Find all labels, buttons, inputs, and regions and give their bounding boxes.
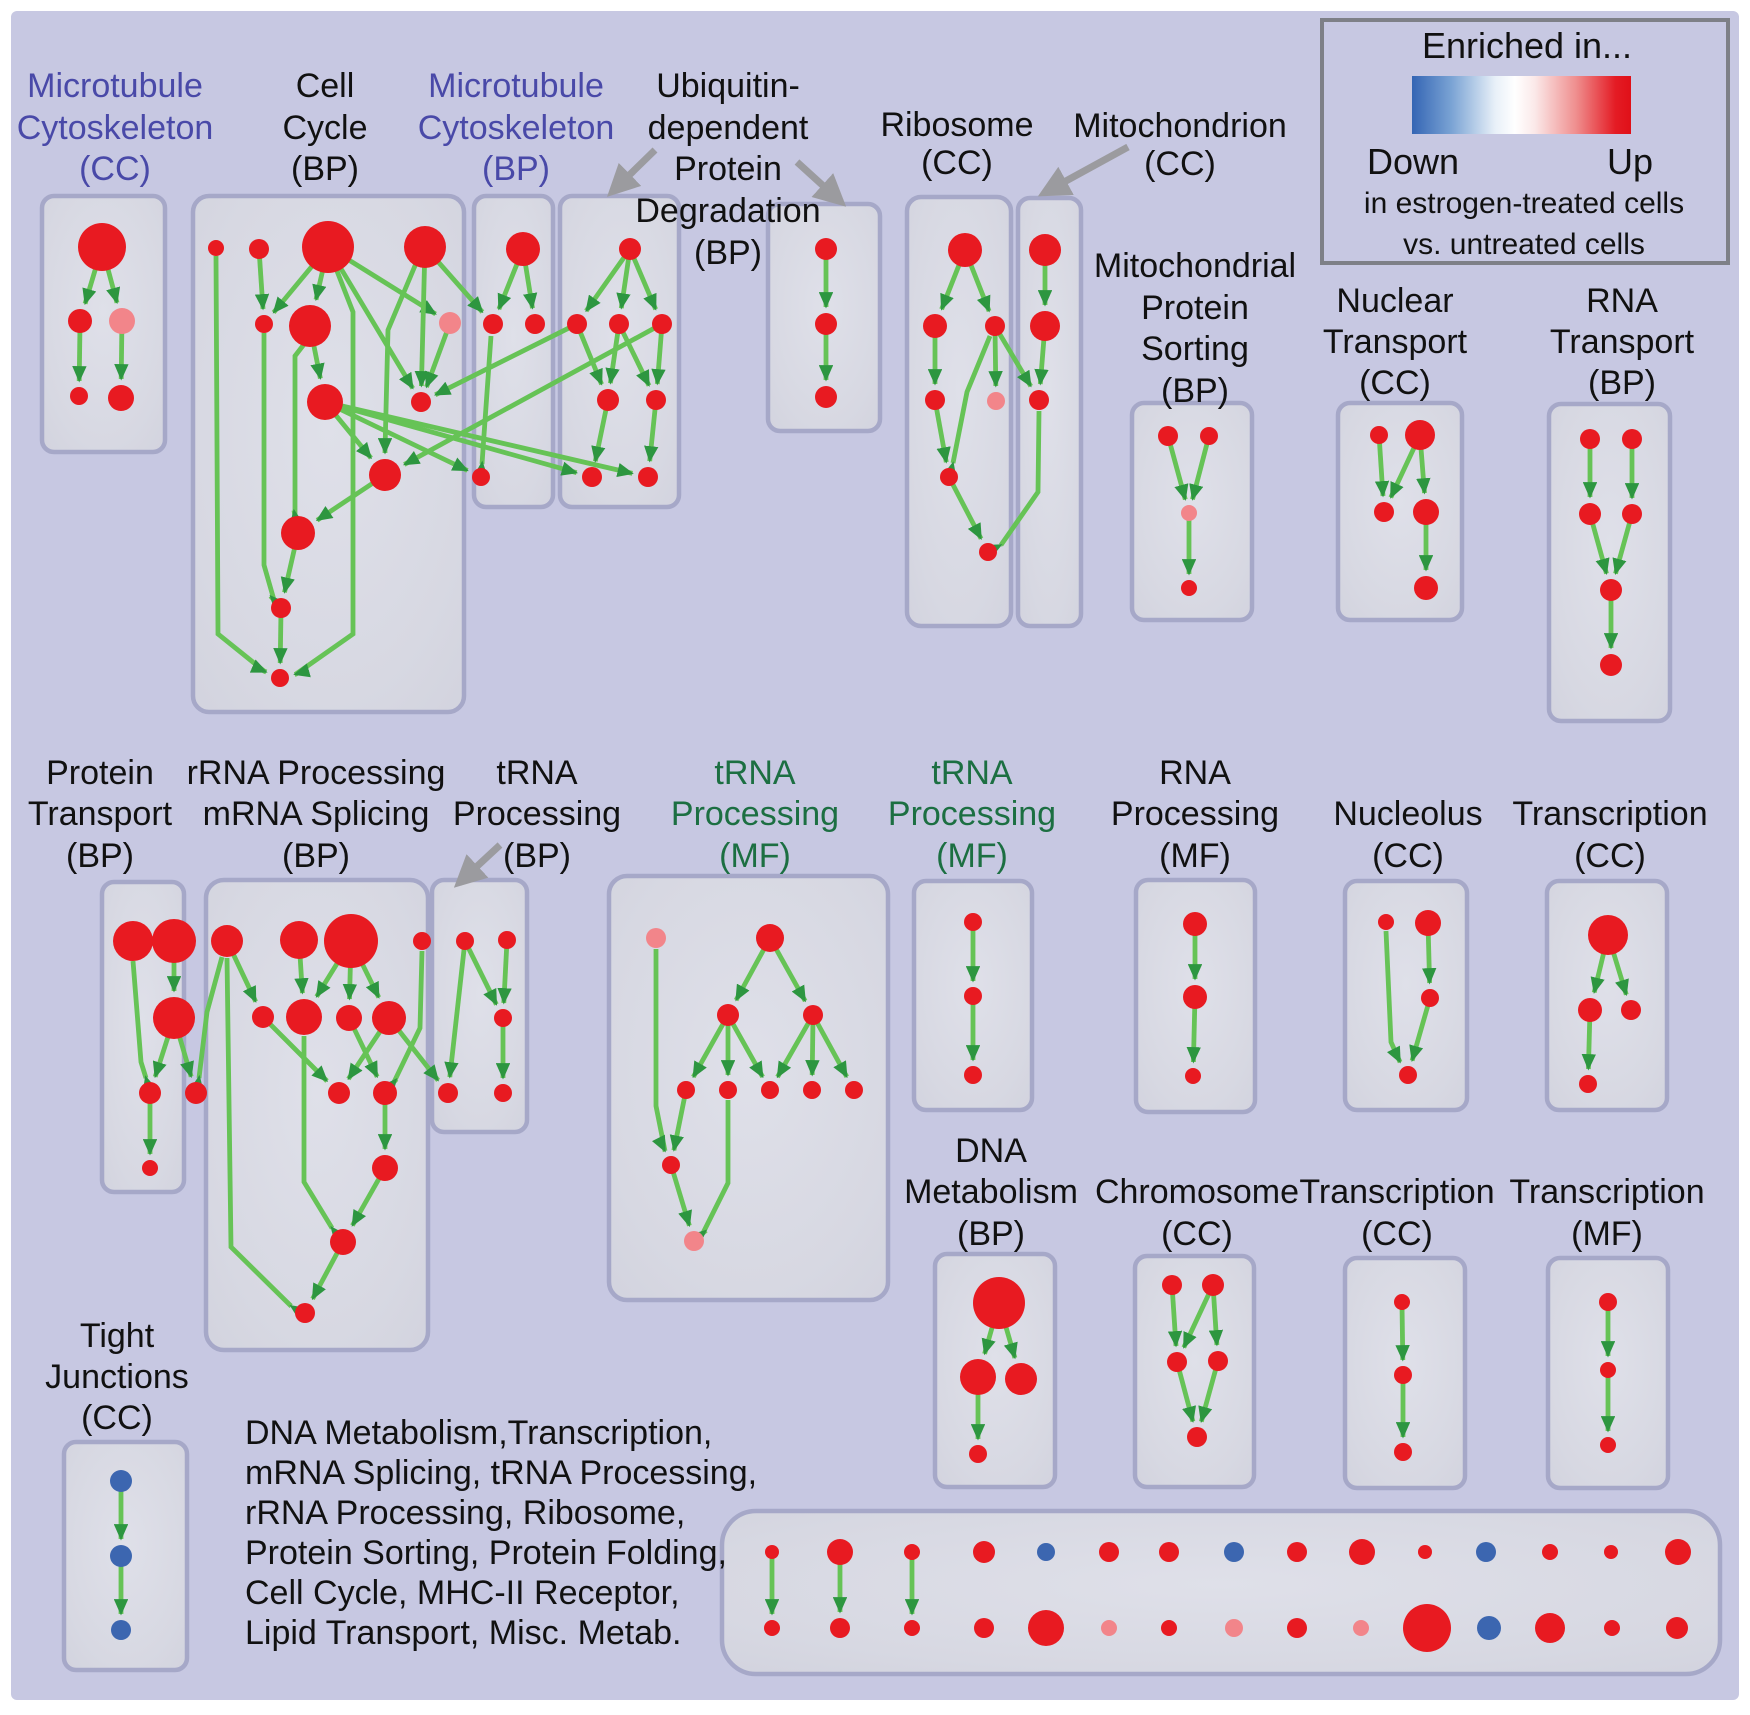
svg-text:(CC): (CC) [1144,145,1216,183]
svg-text:(MF): (MF) [1159,837,1231,875]
svg-text:Transport: Transport [1323,323,1468,361]
svg-text:rRNA Processing: rRNA Processing [187,754,446,792]
svg-text:Up: Up [1607,141,1653,182]
svg-text:Processing: Processing [1111,795,1279,833]
svg-text:Protein: Protein [46,754,154,792]
svg-text:(CC): (CC) [921,144,993,182]
svg-text:Processing: Processing [453,795,621,833]
svg-text:Degradation: Degradation [635,192,820,230]
svg-text:Down: Down [1367,141,1459,182]
svg-text:RNA: RNA [1159,754,1231,792]
svg-text:in estrogen-treated cells: in estrogen-treated cells [1364,187,1684,220]
svg-text:(MF): (MF) [1571,1215,1643,1253]
svg-text:(BP): (BP) [1161,372,1229,410]
svg-text:dependent: dependent [648,109,809,147]
svg-text:Microtubule: Microtubule [27,67,203,105]
svg-text:Cell: Cell [296,67,355,105]
svg-text:Transport: Transport [28,795,173,833]
svg-text:(CC): (CC) [1359,364,1431,402]
svg-text:Protein: Protein [1141,289,1249,327]
svg-text:Transcription: Transcription [1512,795,1707,833]
svg-text:Chromosome: Chromosome [1095,1173,1299,1211]
svg-text:RNA: RNA [1586,282,1658,320]
svg-text:Cycle: Cycle [282,109,367,147]
svg-text:Transport: Transport [1550,323,1695,361]
svg-text:mRNA Splicing, tRNA Processing: mRNA Splicing, tRNA Processing, [245,1454,757,1492]
svg-text:Processing: Processing [671,795,839,833]
svg-text:Sorting: Sorting [1141,330,1249,368]
svg-text:(BP): (BP) [282,837,350,875]
svg-text:Protein: Protein [674,150,782,188]
svg-text:Metabolism: Metabolism [904,1173,1078,1211]
svg-text:Protein Sorting, Protein Foldi: Protein Sorting, Protein Folding, [245,1534,727,1572]
svg-text:Processing: Processing [888,795,1056,833]
svg-text:(BP): (BP) [1588,364,1656,402]
svg-text:Tight: Tight [80,1317,155,1355]
svg-text:(MF): (MF) [936,837,1008,875]
svg-text:mRNA Splicing: mRNA Splicing [203,795,430,833]
svg-text:(BP): (BP) [482,150,550,188]
svg-text:tRNA: tRNA [931,754,1013,792]
svg-text:Ribosome: Ribosome [880,106,1033,144]
svg-text:Cytoskeleton: Cytoskeleton [17,109,214,147]
svg-text:(CC): (CC) [1574,837,1646,875]
svg-text:Microtubule: Microtubule [428,67,604,105]
svg-text:Cytoskeleton: Cytoskeleton [418,109,615,147]
svg-text:(BP): (BP) [957,1215,1025,1253]
svg-text:(CC): (CC) [1161,1215,1233,1253]
svg-text:Mitochondrion: Mitochondrion [1073,107,1287,145]
svg-text:(BP): (BP) [694,234,762,272]
svg-text:(CC): (CC) [79,150,151,188]
svg-text:Lipid Transport, Misc. Metab.: Lipid Transport, Misc. Metab. [245,1614,682,1652]
svg-text:Cell Cycle, MHC-II Receptor,: Cell Cycle, MHC-II Receptor, [245,1574,680,1612]
svg-text:tRNA: tRNA [714,754,796,792]
svg-text:Junctions: Junctions [45,1358,189,1396]
svg-text:(BP): (BP) [291,150,359,188]
svg-text:tRNA: tRNA [496,754,578,792]
svg-text:vs. untreated cells: vs. untreated cells [1403,228,1645,261]
svg-text:Transcription: Transcription [1299,1173,1494,1211]
svg-text:rRNA Processing, Ribosome,: rRNA Processing, Ribosome, [245,1494,685,1532]
svg-text:Mitochondrial: Mitochondrial [1094,247,1296,285]
svg-text:DNA: DNA [955,1132,1027,1170]
svg-text:(BP): (BP) [503,837,571,875]
svg-text:(MF): (MF) [719,837,791,875]
svg-text:Ubiquitin-: Ubiquitin- [656,67,800,105]
svg-text:Nucleolus: Nucleolus [1333,795,1482,833]
svg-text:(BP): (BP) [66,837,134,875]
svg-text:Nuclear: Nuclear [1336,282,1453,320]
svg-text:DNA Metabolism,Transcription,: DNA Metabolism,Transcription, [245,1414,712,1452]
svg-text:Enriched in...: Enriched in... [1422,25,1632,66]
svg-text:(CC): (CC) [81,1399,153,1437]
svg-text:(CC): (CC) [1372,837,1444,875]
svg-text:Transcription: Transcription [1509,1173,1704,1211]
svg-text:(CC): (CC) [1361,1215,1433,1253]
